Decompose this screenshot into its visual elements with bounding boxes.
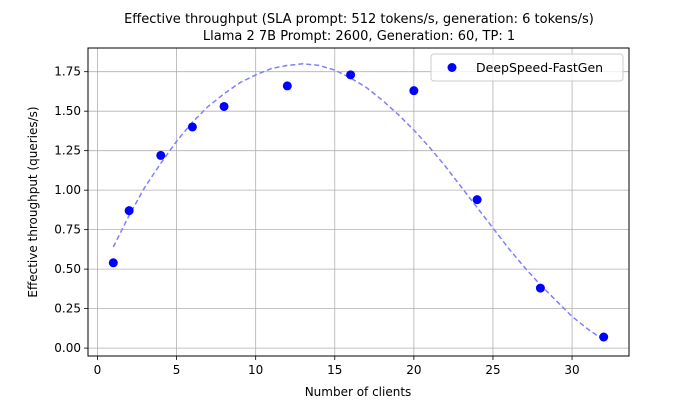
legend-marker (447, 63, 457, 72)
data-point (346, 70, 356, 80)
y-tick-label: 1.75 (54, 65, 81, 79)
data-point (124, 206, 134, 216)
data-point (219, 101, 229, 111)
y-axis-ticks: 0.00 0.25 0.50 0.75 1.00 1.25 1.50 1.75 (54, 65, 88, 355)
x-tick-label: 25 (485, 363, 500, 377)
x-tick-label: 30 (564, 363, 579, 377)
x-axis-ticks: 0 5 10 15 20 25 30 (94, 356, 580, 377)
x-tick-label: 5 (173, 363, 181, 377)
grid-lines (88, 48, 629, 356)
y-axis-label: Effective throughput (queries/s) (26, 106, 40, 297)
chart-title: Effective throughput (SLA prompt: 512 to… (124, 12, 594, 27)
data-point (282, 81, 292, 91)
data-point (599, 332, 609, 342)
y-tick-label: 1.25 (54, 144, 81, 158)
legend-box (430, 53, 624, 82)
y-tick-label: 0.00 (54, 341, 81, 355)
x-axis-label: Number of clients (305, 385, 412, 399)
data-point (156, 150, 166, 160)
legend-label: DeepSpeed-FastGen (476, 60, 603, 75)
x-tick-label: 20 (406, 363, 421, 377)
y-tick-label: 0.50 (54, 262, 81, 276)
data-point (409, 86, 419, 96)
x-tick-label: 15 (327, 363, 342, 377)
plot-frame (87, 47, 630, 357)
y-tick-label: 1.50 (54, 104, 81, 118)
data-point (187, 122, 197, 132)
data-point (472, 195, 482, 205)
x-tick-label: 10 (248, 363, 263, 377)
data-point (108, 258, 118, 268)
x-tick-label: 0 (94, 363, 102, 377)
data-points (108, 70, 609, 342)
data-point (535, 283, 545, 293)
trend-line-group (112, 63, 605, 341)
y-tick-label: 0.75 (54, 223, 81, 237)
y-tick-label: 1.00 (54, 183, 81, 197)
y-tick-label: 0.25 (54, 302, 81, 316)
trend-line (112, 63, 605, 341)
legend: DeepSpeed-FastGen (430, 53, 624, 82)
chart-subtitle: Llama 2 7B Prompt: 2600, Generation: 60,… (203, 29, 515, 44)
